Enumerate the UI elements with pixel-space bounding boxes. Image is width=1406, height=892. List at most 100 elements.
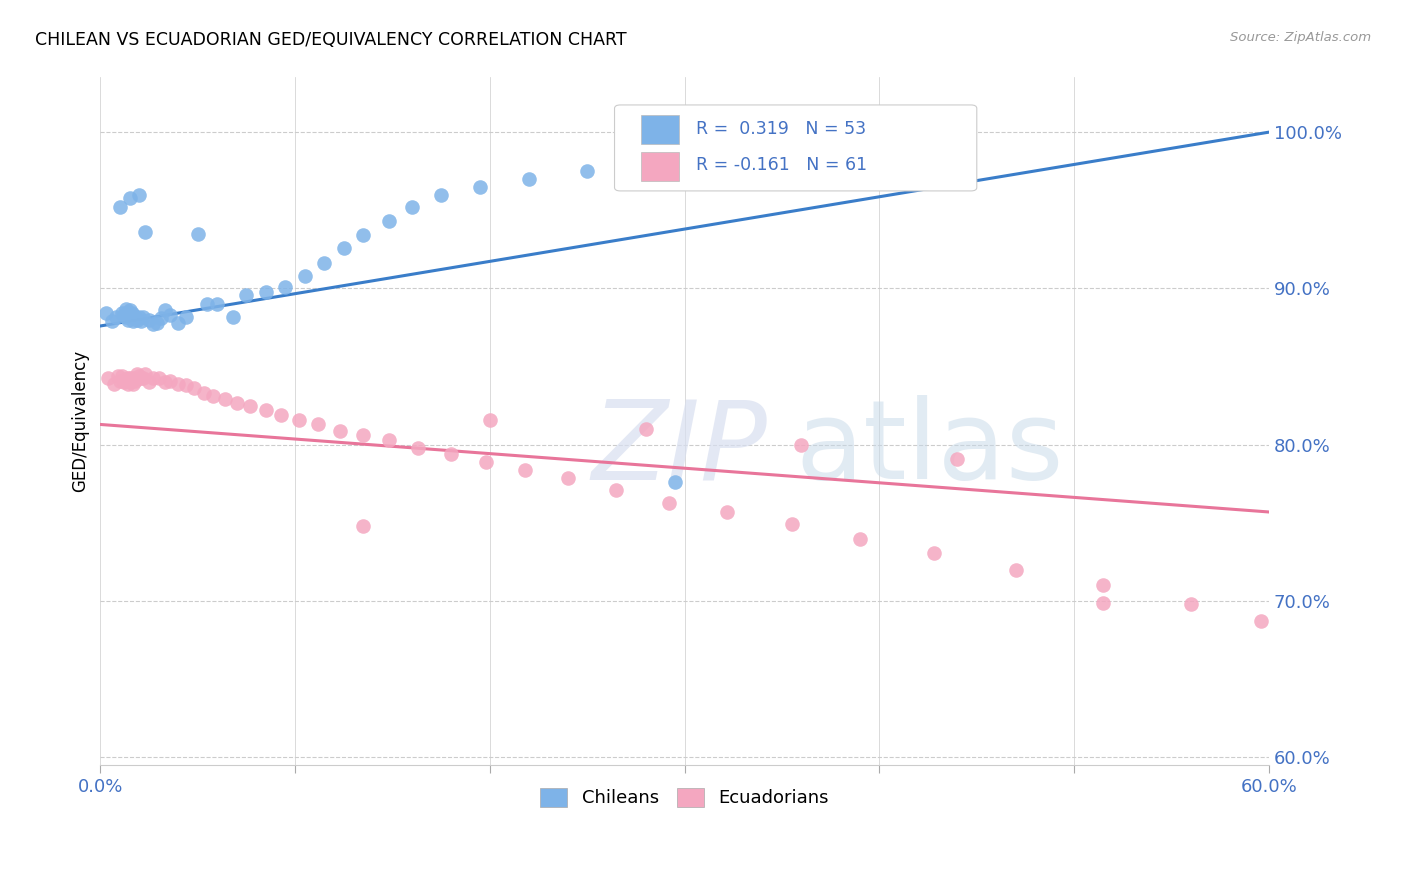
Point — [1180, 597, 1202, 611]
Point — [167, 316, 190, 330]
Point — [122, 376, 145, 391]
Point — [254, 403, 277, 417]
Point — [134, 368, 156, 382]
Point — [124, 310, 146, 324]
Point — [111, 369, 134, 384]
Point — [117, 312, 139, 326]
Point — [1250, 615, 1272, 629]
Point — [576, 164, 599, 178]
Point — [138, 376, 160, 390]
Point — [517, 172, 540, 186]
Point — [377, 214, 399, 228]
Point — [117, 305, 139, 319]
Point — [274, 280, 297, 294]
Point — [202, 389, 225, 403]
Point — [225, 395, 247, 409]
Point — [352, 428, 374, 442]
Point — [96, 306, 118, 320]
Point — [148, 370, 170, 384]
Point — [97, 370, 120, 384]
Point — [159, 308, 181, 322]
Point — [134, 225, 156, 239]
Point — [122, 314, 145, 328]
Point — [605, 483, 627, 497]
Point — [513, 463, 536, 477]
Point — [114, 374, 136, 388]
Point — [430, 187, 453, 202]
Point — [333, 241, 356, 255]
Text: R =  0.319   N = 53: R = 0.319 N = 53 — [696, 120, 866, 138]
Point — [111, 306, 134, 320]
Legend: Chileans, Ecuadorians: Chileans, Ecuadorians — [533, 780, 837, 814]
Point — [153, 303, 176, 318]
Point — [127, 312, 149, 326]
Point — [112, 308, 135, 322]
Point — [235, 287, 257, 301]
Point — [222, 310, 245, 324]
Point — [159, 374, 181, 388]
Point — [117, 370, 139, 384]
Point — [352, 228, 374, 243]
Point — [122, 370, 145, 384]
Point — [114, 310, 136, 324]
Point — [128, 187, 150, 202]
Point — [716, 505, 738, 519]
Point — [108, 200, 131, 214]
Point — [117, 376, 139, 391]
Point — [114, 301, 136, 316]
Point — [103, 376, 125, 391]
Point — [239, 399, 262, 413]
Point — [294, 268, 316, 283]
Point — [254, 285, 277, 299]
Point — [108, 374, 131, 388]
Point — [101, 314, 124, 328]
Point — [153, 376, 176, 390]
Point — [1004, 563, 1026, 577]
Point — [1092, 596, 1115, 610]
Point — [112, 376, 135, 390]
FancyBboxPatch shape — [614, 105, 977, 191]
Point — [167, 376, 190, 391]
Point — [751, 133, 773, 147]
Point — [128, 310, 150, 324]
Text: ZIP: ZIP — [591, 395, 768, 502]
Point — [118, 191, 141, 205]
Point — [129, 314, 152, 328]
Point — [124, 374, 146, 388]
Point — [121, 310, 143, 324]
Point — [214, 392, 236, 407]
Point — [149, 311, 172, 326]
Point — [401, 200, 423, 214]
Point — [107, 369, 129, 384]
Point — [146, 316, 169, 330]
Point — [664, 475, 686, 490]
Point — [468, 179, 491, 194]
Point — [122, 308, 145, 322]
Point — [132, 370, 155, 384]
Point — [478, 413, 501, 427]
Point — [118, 370, 141, 384]
Point — [142, 318, 165, 332]
Point — [329, 424, 352, 438]
Point — [104, 310, 127, 324]
Point — [1092, 578, 1115, 592]
Point — [138, 312, 160, 326]
Point — [440, 447, 463, 461]
Point — [118, 374, 141, 388]
Point — [693, 144, 716, 158]
Point — [557, 470, 579, 484]
Point — [142, 370, 165, 384]
Point — [288, 413, 311, 427]
Point — [174, 378, 197, 392]
Point — [121, 374, 143, 388]
Text: CHILEAN VS ECUADORIAN GED/EQUIVALENCY CORRELATION CHART: CHILEAN VS ECUADORIAN GED/EQUIVALENCY CO… — [35, 31, 627, 49]
Point — [121, 306, 143, 320]
Point — [270, 408, 292, 422]
Y-axis label: GED/Equivalency: GED/Equivalency — [72, 351, 89, 492]
Point — [128, 369, 150, 384]
Point — [314, 256, 336, 270]
Point — [780, 517, 803, 532]
Point — [849, 532, 872, 546]
Point — [922, 546, 945, 560]
Text: R = -0.161   N = 61: R = -0.161 N = 61 — [696, 156, 868, 175]
